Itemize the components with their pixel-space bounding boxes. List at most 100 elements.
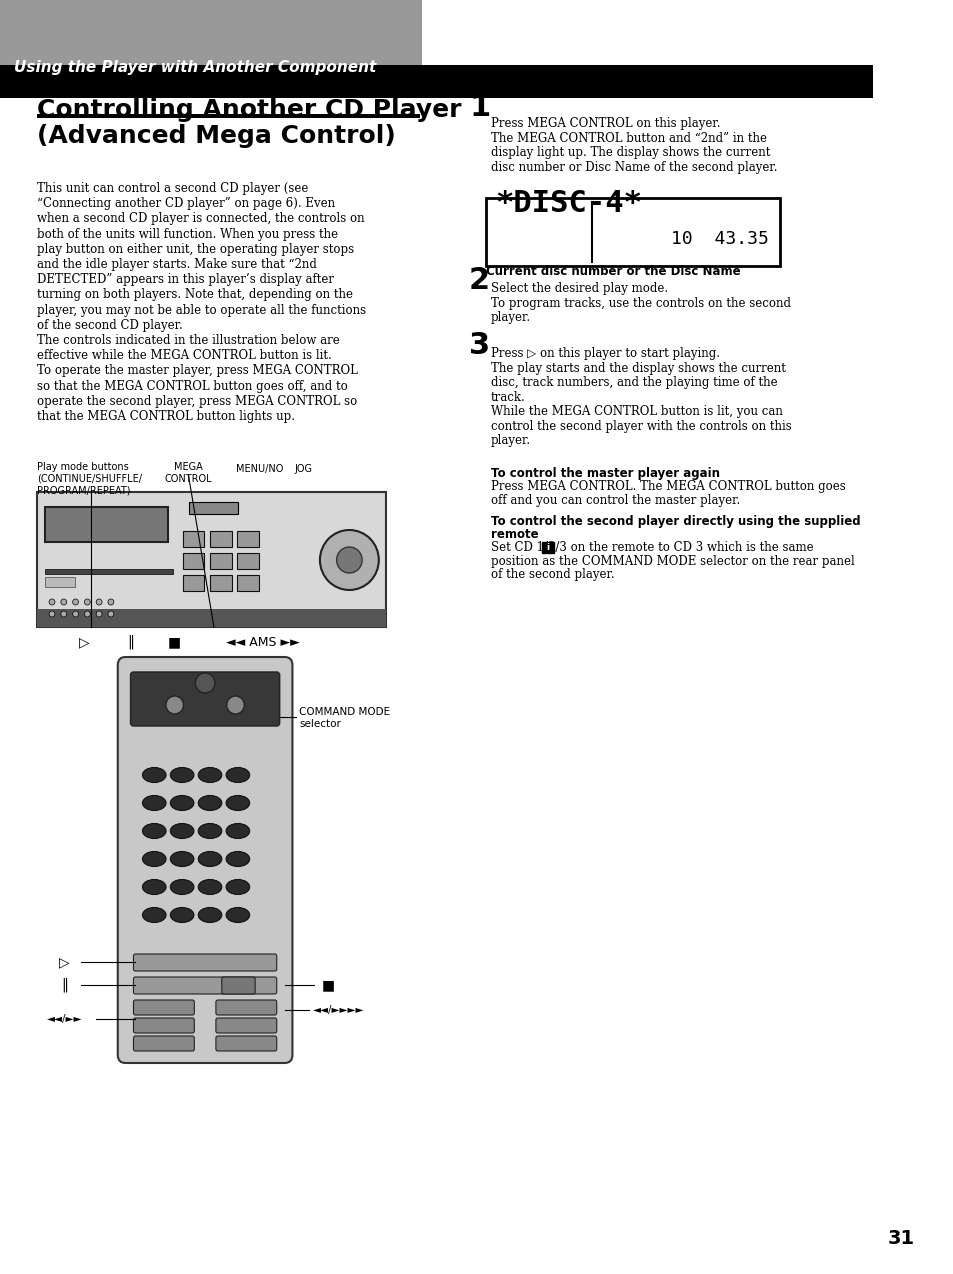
- Bar: [45, 577, 74, 587]
- Text: track.: track.: [490, 391, 525, 404]
- Text: player.: player.: [490, 434, 530, 447]
- Bar: [541, 541, 554, 553]
- Circle shape: [84, 612, 91, 617]
- Text: Set CD 1/2/3 on the remote to CD 3 which is the same: Set CD 1/2/3 on the remote to CD 3 which…: [490, 541, 813, 554]
- Bar: [210, 531, 232, 547]
- Text: Using the Player with Another Component: Using the Player with Another Component: [13, 60, 375, 75]
- Circle shape: [49, 599, 55, 605]
- Text: To operate the master player, press MEGA CONTROL: To operate the master player, press MEGA…: [37, 364, 357, 377]
- Circle shape: [61, 612, 67, 617]
- Text: (Advanced Mega Control): (Advanced Mega Control): [37, 124, 395, 148]
- Circle shape: [96, 612, 102, 617]
- Ellipse shape: [171, 879, 193, 894]
- Text: Controlling Another CD Player: Controlling Another CD Player: [37, 98, 461, 122]
- Text: remote: remote: [490, 527, 542, 541]
- Text: off and you can control the master player.: off and you can control the master playe…: [490, 493, 740, 507]
- Text: ▷: ▷: [79, 634, 90, 648]
- Text: *DISC-4*: *DISC-4*: [495, 189, 642, 218]
- Circle shape: [108, 612, 113, 617]
- Ellipse shape: [226, 907, 250, 922]
- Text: player, you may not be able to operate all the functions: player, you may not be able to operate a…: [37, 303, 366, 317]
- Bar: [210, 553, 232, 569]
- Text: DETECTED” appears in this player’s display after: DETECTED” appears in this player’s displ…: [37, 273, 334, 287]
- Text: ■: ■: [322, 978, 335, 992]
- Text: i: i: [546, 543, 549, 552]
- Text: ‖: ‖: [127, 634, 133, 648]
- Ellipse shape: [226, 879, 250, 894]
- Ellipse shape: [142, 767, 166, 782]
- Text: 1: 1: [469, 93, 490, 122]
- Ellipse shape: [226, 823, 250, 838]
- FancyBboxPatch shape: [133, 1018, 194, 1033]
- Ellipse shape: [171, 795, 193, 810]
- Ellipse shape: [171, 767, 193, 782]
- Circle shape: [72, 599, 78, 605]
- Circle shape: [84, 599, 91, 605]
- Circle shape: [61, 599, 67, 605]
- Bar: [182, 531, 204, 547]
- Text: when a second CD player is connected, the controls on: when a second CD player is connected, th…: [37, 213, 365, 225]
- Text: ‖: ‖: [61, 977, 68, 992]
- Ellipse shape: [198, 795, 221, 810]
- Text: play button on either unit, the operating player stops: play button on either unit, the operatin…: [37, 243, 355, 256]
- FancyBboxPatch shape: [117, 657, 293, 1063]
- Text: Press MEGA CONTROL. The MEGA CONTROL button goes: Press MEGA CONTROL. The MEGA CONTROL but…: [490, 480, 844, 493]
- FancyBboxPatch shape: [133, 1000, 194, 1015]
- Text: Play mode buttons
(CONTINUE/SHUFFLE/
PROGRAM/REPEAT): Play mode buttons (CONTINUE/SHUFFLE/ PRO…: [37, 462, 142, 496]
- Text: “Connecting another CD player” on page 6). Even: “Connecting another CD player” on page 6…: [37, 197, 335, 210]
- Text: operate the second player, press MEGA CONTROL so: operate the second player, press MEGA CO…: [37, 395, 357, 408]
- Ellipse shape: [142, 823, 166, 838]
- Text: The MEGA CONTROL button and “2nd” in the: The MEGA CONTROL button and “2nd” in the: [490, 131, 766, 144]
- Bar: [45, 507, 168, 541]
- Bar: [237, 553, 259, 569]
- Bar: [485, 197, 780, 266]
- Ellipse shape: [171, 907, 193, 922]
- Ellipse shape: [142, 907, 166, 922]
- Ellipse shape: [226, 851, 250, 866]
- Text: The controls indicated in the illustration below are: The controls indicated in the illustrati…: [37, 334, 339, 347]
- Text: To program tracks, use the controls on the second: To program tracks, use the controls on t…: [490, 297, 790, 310]
- Text: both of the units will function. When you press the: both of the units will function. When yo…: [37, 228, 338, 241]
- Text: 10  43.35: 10 43.35: [670, 231, 767, 248]
- Bar: [182, 553, 204, 569]
- Bar: [237, 575, 259, 591]
- Text: JOG: JOG: [294, 464, 312, 474]
- Circle shape: [319, 530, 378, 590]
- FancyBboxPatch shape: [215, 1036, 276, 1051]
- Ellipse shape: [142, 851, 166, 866]
- Circle shape: [108, 599, 113, 605]
- Text: of the second CD player.: of the second CD player.: [37, 318, 183, 331]
- FancyBboxPatch shape: [215, 1018, 276, 1033]
- FancyBboxPatch shape: [133, 954, 276, 971]
- Ellipse shape: [142, 795, 166, 810]
- Text: ◄◄ AMS ►►: ◄◄ AMS ►►: [226, 636, 299, 648]
- Text: MEGA
CONTROL: MEGA CONTROL: [165, 462, 212, 484]
- Bar: [190, 502, 238, 513]
- Text: While the MEGA CONTROL button is lit, you can: While the MEGA CONTROL button is lit, yo…: [490, 405, 781, 418]
- Ellipse shape: [171, 851, 193, 866]
- Text: Current disc number or the Disc Name: Current disc number or the Disc Name: [485, 265, 740, 278]
- Circle shape: [166, 696, 183, 713]
- Text: so that the MEGA CONTROL button goes off, and to: so that the MEGA CONTROL button goes off…: [37, 380, 348, 392]
- Ellipse shape: [198, 767, 221, 782]
- Text: The play starts and the display shows the current: The play starts and the display shows th…: [490, 362, 784, 375]
- Text: Press ▷ on this player to start playing.: Press ▷ on this player to start playing.: [490, 347, 719, 361]
- Text: control the second player with the controls on this: control the second player with the contr…: [490, 419, 791, 432]
- Text: effective while the MEGA CONTROL button is lit.: effective while the MEGA CONTROL button …: [37, 349, 332, 362]
- FancyBboxPatch shape: [133, 1036, 194, 1051]
- Text: disc number or Disc Name of the second player.: disc number or Disc Name of the second p…: [490, 161, 777, 173]
- Text: Press MEGA CONTROL on this player.: Press MEGA CONTROL on this player.: [490, 117, 720, 130]
- Ellipse shape: [198, 907, 221, 922]
- FancyBboxPatch shape: [221, 977, 254, 994]
- Bar: [0, 65, 873, 98]
- Circle shape: [195, 673, 214, 693]
- Ellipse shape: [171, 823, 193, 838]
- Text: of the second player.: of the second player.: [490, 568, 614, 581]
- Ellipse shape: [198, 823, 221, 838]
- Circle shape: [49, 612, 55, 617]
- Text: display light up. The display shows the current: display light up. The display shows the …: [490, 147, 769, 159]
- Text: position as the COMMAND MODE selector on the rear panel: position as the COMMAND MODE selector on…: [490, 554, 854, 567]
- Text: ◄◄/►►: ◄◄/►►: [47, 1014, 82, 1024]
- Ellipse shape: [226, 767, 250, 782]
- Bar: [0, 0, 421, 70]
